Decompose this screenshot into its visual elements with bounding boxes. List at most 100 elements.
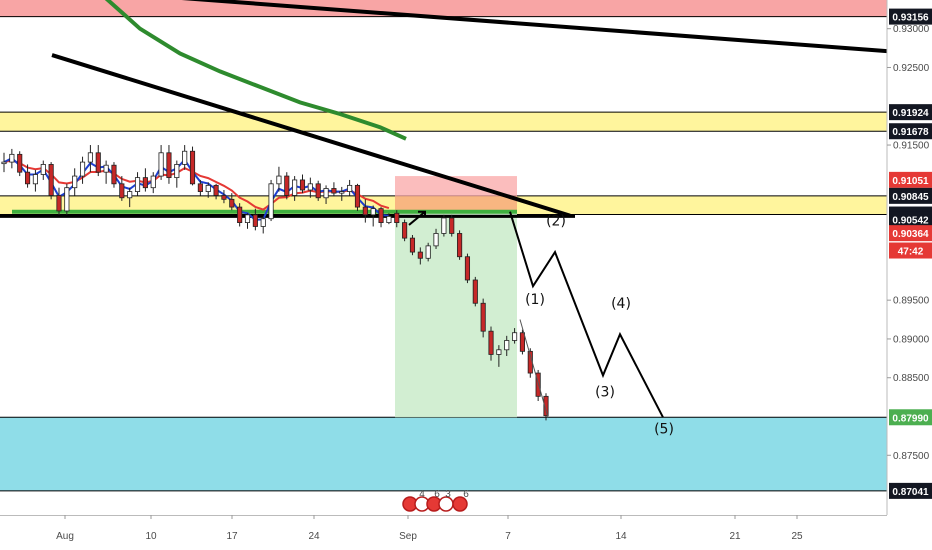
projection-path[interactable]: [509, 211, 664, 418]
sma-long-line[interactable]: [100, 0, 407, 141]
candle[interactable]: [425, 242, 431, 262]
candle[interactable]: [370, 205, 376, 227]
candle-body: [268, 183, 274, 220]
candle-body: [142, 177, 148, 189]
descending-trendline[interactable]: [51, 53, 571, 218]
candle[interactable]: [48, 162, 54, 200]
candle[interactable]: [229, 193, 235, 211]
candle[interactable]: [504, 335, 510, 357]
candle[interactable]: [284, 172, 290, 200]
candle-body: [480, 302, 486, 332]
candle[interactable]: [189, 146, 196, 186]
price-badge-bg: [889, 482, 932, 499]
candle[interactable]: [496, 345, 502, 367]
candle[interactable]: [244, 213, 251, 229]
candle[interactable]: [480, 298, 486, 338]
candle[interactable]: [268, 179, 274, 222]
candle[interactable]: [182, 145, 188, 170]
candle-body: [378, 208, 384, 223]
candle[interactable]: [386, 213, 392, 225]
candle[interactable]: [103, 160, 109, 184]
candle[interactable]: [535, 369, 541, 401]
position-target-box[interactable]: [395, 211, 517, 418]
candle[interactable]: [449, 214, 455, 237]
event-marker-count: 6: [463, 489, 469, 500]
candle[interactable]: [276, 166, 282, 192]
resistance-zone-top: [0, 0, 887, 17]
candle[interactable]: [197, 179, 203, 196]
candle[interactable]: [142, 168, 148, 192]
candle[interactable]: [472, 276, 478, 307]
time-axis[interactable]: [0, 515, 932, 550]
candle[interactable]: [56, 187, 62, 215]
price-axis[interactable]: [887, 0, 932, 550]
candle[interactable]: [95, 145, 101, 177]
candle-body: [519, 332, 525, 352]
event-marker[interactable]: [452, 496, 468, 512]
candle-body: [229, 198, 235, 208]
candle[interactable]: [315, 180, 321, 201]
plot-area[interactable]: (2)(1) (4)(3)(5)4 6 3 6: [0, 0, 887, 512]
candle[interactable]: [519, 329, 525, 355]
candle[interactable]: [331, 182, 337, 197]
price-badge-label: 0.87990: [892, 413, 929, 424]
candle[interactable]: [260, 216, 266, 234]
candle[interactable]: [9, 148, 15, 169]
candle-body: [32, 174, 38, 185]
candle[interactable]: [213, 183, 219, 200]
candle[interactable]: [441, 214, 447, 237]
candle[interactable]: [150, 172, 156, 194]
candle[interactable]: [119, 176, 125, 201]
candle-body: [189, 150, 196, 185]
candle[interactable]: [221, 190, 227, 204]
candle[interactable]: [527, 348, 533, 378]
candle[interactable]: [237, 203, 243, 227]
price-badge: 0.90364: [889, 225, 932, 242]
price-badge: 0.91051: [889, 171, 932, 188]
candle[interactable]: [394, 210, 400, 228]
candle[interactable]: [252, 208, 258, 231]
candle[interactable]: [543, 393, 549, 421]
candle[interactable]: [127, 187, 133, 208]
candle[interactable]: [134, 172, 141, 196]
candle[interactable]: [158, 145, 164, 180]
candle[interactable]: [111, 162, 117, 188]
candle[interactable]: [307, 177, 313, 198]
candle[interactable]: [417, 247, 423, 265]
candle-body: [417, 251, 423, 259]
price-badge: 0.87990: [889, 409, 932, 426]
candle[interactable]: [409, 235, 416, 256]
candle[interactable]: [1, 152, 7, 173]
candle[interactable]: [299, 174, 306, 194]
candle[interactable]: [40, 160, 46, 180]
candle[interactable]: [292, 176, 298, 201]
candle[interactable]: [512, 328, 518, 344]
candle[interactable]: [354, 183, 361, 211]
candle[interactable]: [339, 186, 345, 201]
candle[interactable]: [323, 185, 329, 204]
candle[interactable]: [347, 179, 353, 196]
candle[interactable]: [362, 199, 368, 223]
candle[interactable]: [166, 145, 172, 184]
candle[interactable]: [87, 145, 93, 173]
candle[interactable]: [488, 326, 494, 361]
candle[interactable]: [32, 169, 38, 192]
candle[interactable]: [433, 228, 439, 249]
candle[interactable]: [17, 151, 23, 177]
candle-body: [433, 233, 439, 247]
candle[interactable]: [79, 156, 86, 184]
candle[interactable]: [205, 182, 211, 198]
candle[interactable]: [25, 164, 31, 188]
candle[interactable]: [457, 230, 463, 260]
candle[interactable]: [402, 219, 408, 242]
price-badge-label: 0.90364: [892, 229, 929, 240]
candle[interactable]: [64, 183, 70, 215]
candle[interactable]: [72, 168, 78, 196]
macro-trendline[interactable]: [95, 0, 887, 54]
candle[interactable]: [464, 253, 471, 284]
candle[interactable]: [378, 207, 384, 228]
candle[interactable]: [174, 160, 180, 188]
